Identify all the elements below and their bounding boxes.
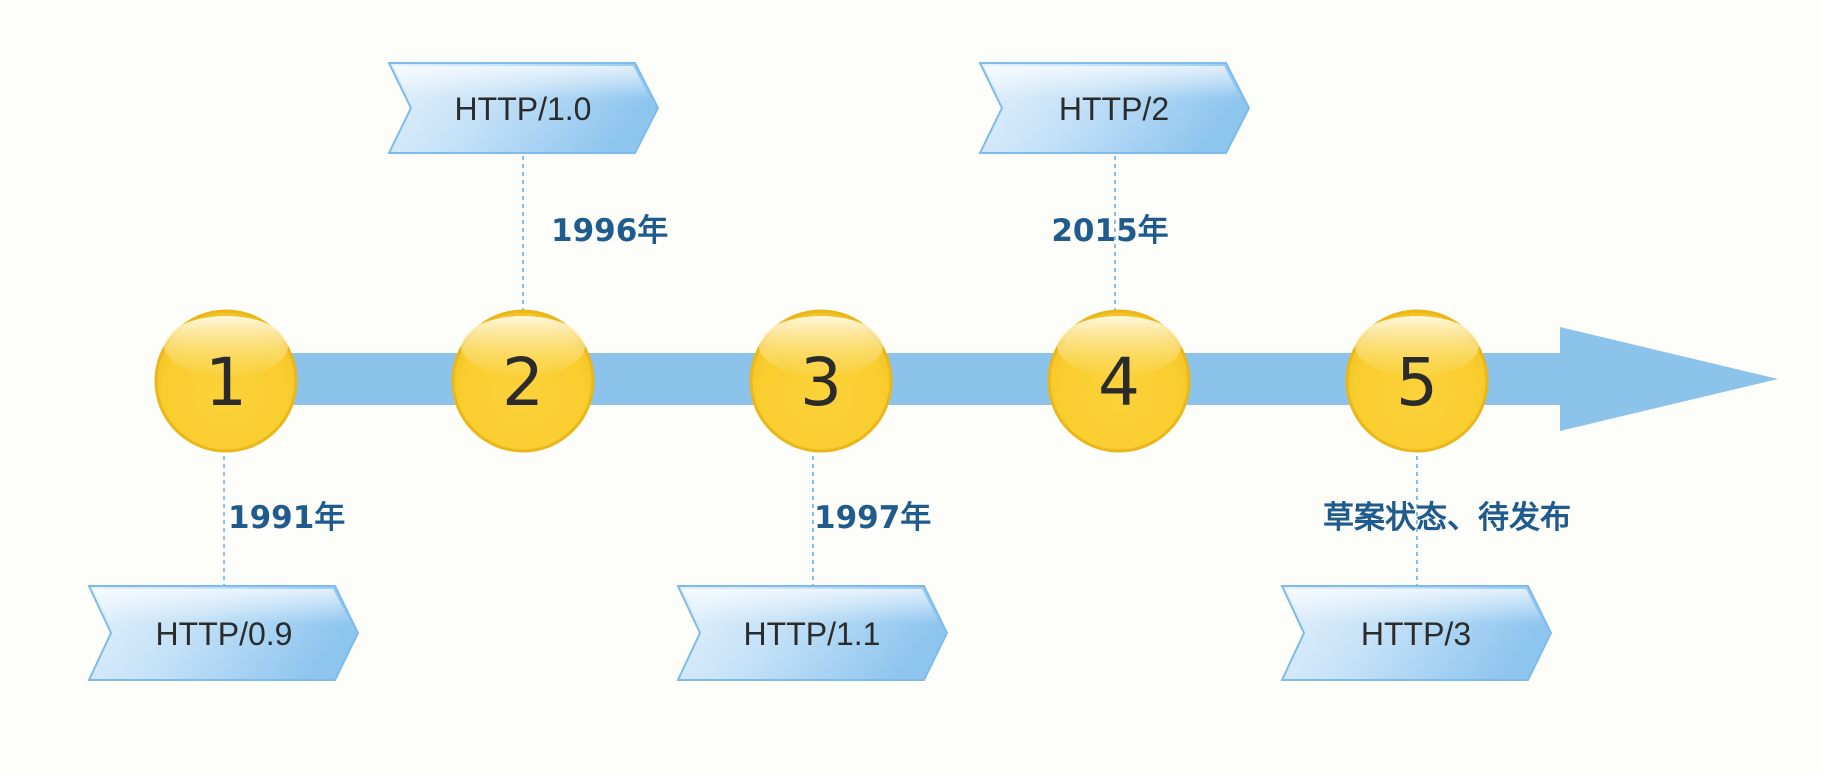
stage-version: HTTP/1.0 (455, 91, 592, 127)
stage-1: 1991年 HTTP/0.9 1 (87, 309, 360, 681)
stage-4: 2015年 HTTP/2 4 (978, 62, 1251, 453)
timeline-axis (220, 327, 1778, 431)
numbered-circle-icon (1047, 309, 1191, 453)
arrow-head-icon (1560, 327, 1778, 431)
stage-number: 1 (205, 344, 247, 421)
chevron-tag-icon (87, 585, 360, 681)
stage-year: 草案状态、待发布 (1323, 500, 1571, 536)
numbered-circle-icon (749, 309, 893, 453)
numbered-circle-icon (1345, 309, 1489, 453)
chevron-tag-icon (1280, 585, 1553, 681)
numbered-circle-icon (154, 309, 298, 453)
stage-3: 1997年 HTTP/1.1 3 (676, 309, 949, 681)
stage-year: 1996年 (551, 213, 668, 249)
chevron-tag-icon (387, 62, 660, 154)
stage-number: 4 (1098, 344, 1140, 421)
stage-year: 2015年 (1051, 213, 1168, 249)
stage-number: 2 (502, 344, 544, 421)
stage-version: HTTP/1.1 (744, 616, 881, 652)
stage-5: 草案状态、待发布 HTTP/3 5 (1280, 309, 1571, 681)
stage-version: HTTP/2 (1059, 91, 1169, 127)
numbered-circle-icon (451, 309, 595, 453)
axis-bar (220, 353, 1570, 405)
stage-number: 5 (1396, 344, 1438, 421)
stage-year: 1997年 (814, 500, 931, 536)
stage-number: 3 (800, 344, 842, 421)
chevron-tag-icon (978, 62, 1251, 154)
stage-2: 1996年 HTTP/1.0 2 (387, 62, 668, 453)
stage-version: HTTP/3 (1361, 616, 1471, 652)
chevron-tag-icon (676, 585, 949, 681)
stage-version: HTTP/0.9 (156, 616, 293, 652)
stage-year: 1991年 (228, 500, 345, 536)
